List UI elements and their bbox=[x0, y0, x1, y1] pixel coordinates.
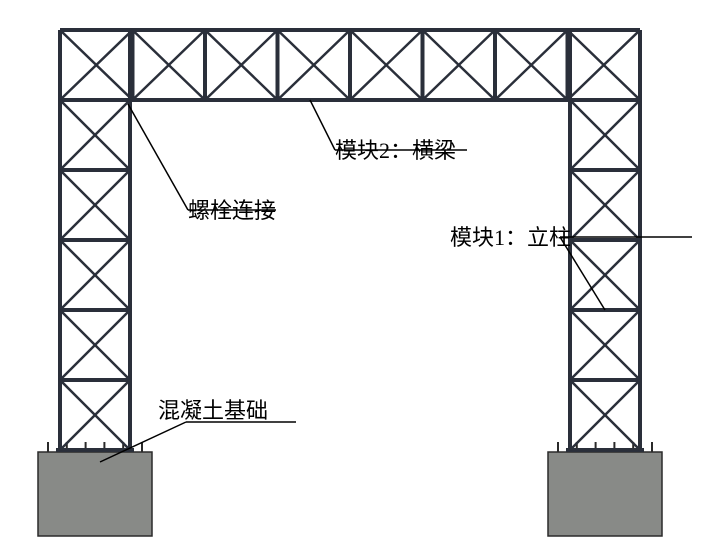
concrete-foundation-right bbox=[548, 452, 662, 536]
concrete-foundation-left bbox=[38, 452, 152, 536]
label-bolt: 螺栓连接 bbox=[188, 198, 276, 223]
label-column: 模块1：立柱 bbox=[450, 225, 571, 250]
label-beam: 模块2：横梁 bbox=[335, 138, 456, 163]
label-foundation: 混凝土基础 bbox=[158, 398, 268, 423]
